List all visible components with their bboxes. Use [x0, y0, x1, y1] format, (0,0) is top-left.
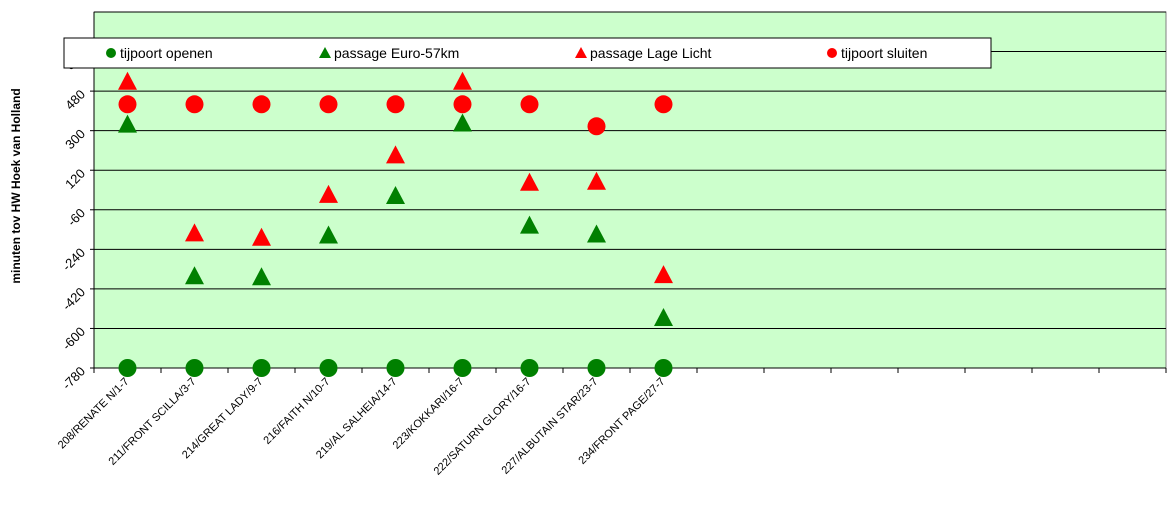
y-tick-label: 480: [62, 87, 88, 113]
marker-series-1: [118, 359, 137, 377]
legend-label-4: tijpoort sluiten: [841, 45, 927, 61]
marker-series-3: [118, 71, 137, 90]
gridlines: [93, 11, 1166, 369]
marker-series-2: [520, 215, 539, 234]
y-tick-label: -600: [59, 324, 88, 353]
x-tick-marks: [93, 368, 1167, 373]
x-category-label: 223/KOKKARI/16-7: [391, 376, 467, 452]
marker-series-4: [185, 95, 204, 114]
marker-series-2: [252, 267, 271, 286]
marker-series-2: [118, 114, 137, 133]
legend-marker-2: [319, 47, 331, 58]
marker-series-4: [587, 117, 606, 136]
y-tick-label: -420: [59, 284, 88, 313]
marker-series-3: [520, 172, 539, 191]
legend-marker-4: [827, 48, 837, 58]
marker-series-1: [587, 359, 606, 377]
marker-series-1: [386, 359, 405, 377]
marker-series-1: [252, 359, 271, 377]
y-axis-label: minuten tov HW Hoek van Holland: [9, 88, 23, 283]
legend-marker-3: [575, 47, 587, 58]
legend-marker-1: [106, 48, 116, 58]
marker-series-4: [252, 95, 271, 114]
marker-series-2: [453, 113, 472, 132]
marker-series-1: [319, 359, 338, 377]
marker-series-2: [587, 224, 606, 243]
legend-label-3: passage Lage Licht: [590, 45, 712, 61]
y-tick-label: -780: [59, 364, 88, 393]
marker-series-2: [386, 185, 405, 204]
marker-series-3: [453, 71, 472, 90]
x-category-label: 216/FAITH N/10-7: [261, 376, 332, 447]
marker-series-3: [252, 227, 271, 246]
y-tick-label: 120: [62, 166, 88, 192]
marker-series-3: [587, 171, 606, 190]
y-tick-label: -240: [59, 245, 88, 274]
y-tick-labels: -780-600-420-240-60120300480660: [59, 47, 94, 393]
marker-series-4: [520, 95, 539, 114]
marker-series-1: [654, 359, 673, 377]
marker-series-2: [654, 307, 673, 326]
marker-series-2: [319, 225, 338, 244]
legend-label-1: tijpoort openen: [120, 45, 213, 61]
data-markers: [118, 71, 673, 377]
marker-series-3: [654, 265, 673, 284]
marker-series-1: [185, 359, 204, 377]
marker-series-4: [386, 95, 405, 114]
marker-series-3: [185, 223, 204, 242]
marker-series-1: [520, 359, 539, 377]
marker-series-4: [319, 95, 338, 114]
marker-series-3: [319, 184, 338, 203]
marker-series-4: [654, 95, 673, 114]
y-tick-label: -60: [64, 205, 88, 229]
marker-series-4: [453, 95, 472, 114]
y-tick-label: 300: [62, 126, 88, 152]
marker-series-4: [118, 95, 137, 114]
legend: tijpoort openen passage Euro-57km passage …: [63, 37, 992, 69]
legend-label-2: passage Euro-57km: [334, 45, 459, 61]
marker-series-1: [453, 359, 472, 377]
marker-series-3: [386, 145, 405, 164]
plot-area: [93, 11, 1167, 369]
marker-series-2: [185, 266, 204, 285]
